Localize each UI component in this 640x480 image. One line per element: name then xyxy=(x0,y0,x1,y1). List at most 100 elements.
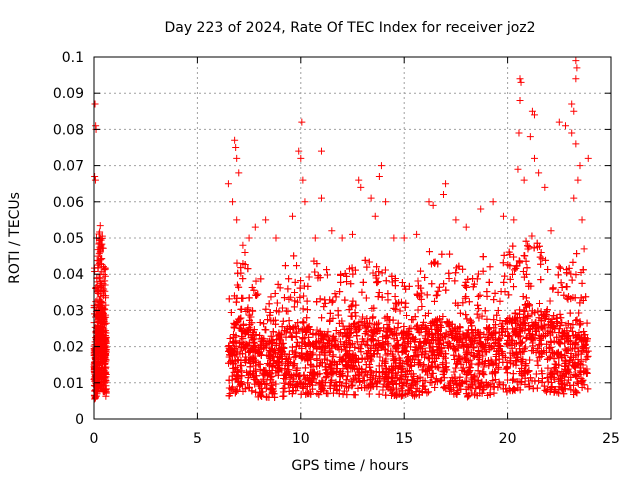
data-point xyxy=(561,345,569,353)
data-point xyxy=(375,319,383,327)
data-point xyxy=(474,354,482,362)
data-point xyxy=(329,314,337,322)
data-point xyxy=(402,285,410,293)
data-point xyxy=(233,259,241,267)
data-point xyxy=(364,331,372,339)
data-point xyxy=(354,384,362,392)
data-point xyxy=(357,348,365,356)
data-point xyxy=(266,347,274,355)
data-point xyxy=(300,292,308,300)
data-point xyxy=(565,369,573,377)
data-point xyxy=(272,342,280,350)
data-point xyxy=(321,296,329,304)
data-point xyxy=(428,358,436,366)
data-point xyxy=(228,356,236,364)
data-point xyxy=(339,322,347,330)
data-point xyxy=(303,314,311,322)
data-point xyxy=(383,320,391,328)
data-point xyxy=(428,280,436,288)
data-point xyxy=(528,347,536,355)
data-point xyxy=(329,370,337,378)
data-point xyxy=(494,365,502,373)
data-point xyxy=(355,374,363,382)
data-point xyxy=(290,303,298,311)
data-point xyxy=(512,361,520,369)
data-point xyxy=(248,319,256,327)
data-point xyxy=(379,341,387,349)
data-point xyxy=(100,316,108,324)
data-point xyxy=(396,307,404,315)
data-point xyxy=(96,222,104,230)
data-point xyxy=(239,275,247,283)
data-point xyxy=(376,327,384,335)
data-point xyxy=(94,365,102,373)
data-point xyxy=(292,387,300,395)
data-point xyxy=(241,248,249,256)
data-point xyxy=(383,332,391,340)
data-point xyxy=(265,300,273,308)
data-point xyxy=(294,382,302,390)
data-point xyxy=(316,274,324,282)
data-point xyxy=(374,337,382,345)
chart-title: Day 223 of 2024, Rate Of TEC Index for r… xyxy=(164,20,535,36)
data-point xyxy=(281,384,289,392)
data-point xyxy=(578,279,586,287)
data-point xyxy=(285,317,293,325)
data-point xyxy=(536,253,544,261)
data-point xyxy=(404,357,412,365)
data-point xyxy=(394,391,402,399)
data-point xyxy=(324,328,332,336)
data-point xyxy=(278,323,286,331)
data-point xyxy=(95,239,103,247)
data-point xyxy=(479,267,487,275)
data-point xyxy=(102,350,110,358)
data-point xyxy=(249,354,257,362)
data-point xyxy=(522,237,530,245)
data-point xyxy=(567,270,575,278)
data-point xyxy=(496,297,504,305)
data-point xyxy=(508,344,516,352)
data-point xyxy=(390,304,398,312)
data-point xyxy=(341,269,349,277)
data-point xyxy=(511,319,519,327)
data-point xyxy=(444,338,452,346)
data-point xyxy=(351,343,359,351)
data-point xyxy=(274,332,282,340)
data-point xyxy=(260,320,268,328)
data-point xyxy=(97,240,105,248)
data-point xyxy=(493,311,501,319)
data-point xyxy=(474,367,482,375)
data-point xyxy=(520,307,528,315)
data-point xyxy=(293,338,301,346)
data-point xyxy=(93,256,101,264)
data-point xyxy=(280,379,288,387)
data-point xyxy=(95,261,103,269)
data-point xyxy=(450,368,458,376)
data-point xyxy=(297,277,305,285)
data-point xyxy=(522,257,530,265)
data-point xyxy=(260,375,268,383)
data-point xyxy=(474,361,482,369)
data-point xyxy=(242,307,250,315)
data-point xyxy=(293,262,301,270)
data-point xyxy=(311,268,319,276)
data-point xyxy=(326,347,334,355)
data-point xyxy=(320,303,328,311)
data-point xyxy=(349,270,357,278)
data-point xyxy=(476,389,484,397)
data-point xyxy=(537,260,545,268)
data-point xyxy=(444,320,452,328)
data-point xyxy=(473,310,481,318)
data-point xyxy=(359,313,367,321)
data-point xyxy=(299,383,307,391)
data-point xyxy=(342,361,350,369)
data-point xyxy=(465,298,473,306)
data-point xyxy=(452,269,460,277)
data-point xyxy=(101,376,109,384)
data-point xyxy=(332,293,340,301)
data-point xyxy=(414,375,422,383)
data-point xyxy=(392,329,400,337)
data-point xyxy=(315,391,323,399)
data-point xyxy=(251,376,259,384)
data-point xyxy=(455,352,463,360)
